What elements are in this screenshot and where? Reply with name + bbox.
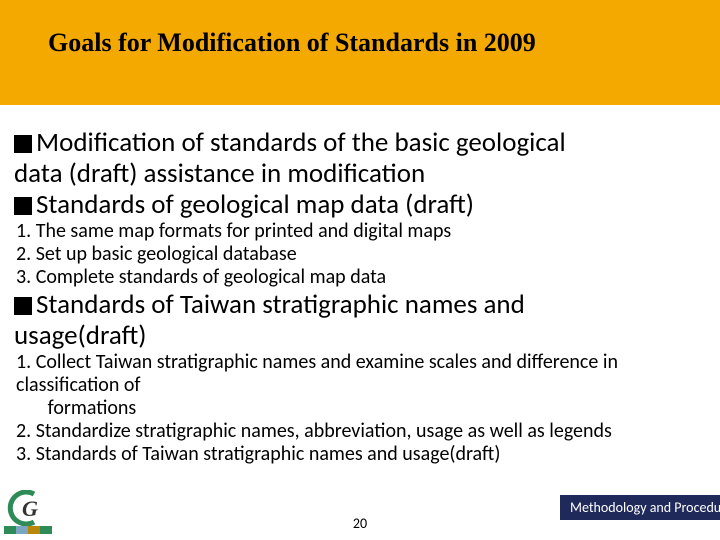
bullet-main-text-cont: data (draft) assistance in modification: [14, 158, 704, 189]
sub-bullet: 2. Set up basic geological database: [16, 243, 720, 266]
bullet-block: Standards of geological map data (draft)…: [14, 189, 720, 289]
sub-bullet: formations: [16, 397, 720, 420]
sub-bullet: 1. The same map formats for printed and …: [16, 220, 720, 243]
square-bullet-icon: [14, 197, 32, 215]
sub-bullet: 3. Complete standards of geological map …: [16, 266, 720, 289]
content-area: Modification of standards of the basic g…: [0, 105, 720, 466]
square-bullet-icon: [14, 297, 32, 315]
sub-bullet: 1. Collect Taiwan stratigraphic names an…: [16, 351, 720, 397]
square-bullet-icon: [14, 135, 32, 153]
bullet-block: Modification of standards of the basic g…: [14, 127, 720, 189]
bullet-block: Standards of Taiwan stratigraphic names …: [14, 289, 720, 466]
footer-right-label: Methodology and Procedu: [560, 495, 720, 520]
sub-bullet: 3. Standards of Taiwan stratigraphic nam…: [16, 443, 720, 466]
sub-bullet: 2. Standardize stratigraphic names, abbr…: [16, 420, 720, 443]
slide: Goals for Modification of Standards in 2…: [0, 0, 720, 540]
bullet-main-text: Standards of geological map data (draft): [36, 189, 474, 220]
slide-title: Goals for Modification of Standards in 2…: [48, 28, 700, 58]
bullet-main-text-cont: usage(draft): [14, 320, 720, 351]
bullet-main-text: Modification of standards of the basic g…: [36, 127, 566, 158]
bullet-main-text: Standards of Taiwan stratigraphic names …: [36, 289, 525, 320]
title-band: Goals for Modification of Standards in 2…: [0, 0, 720, 105]
